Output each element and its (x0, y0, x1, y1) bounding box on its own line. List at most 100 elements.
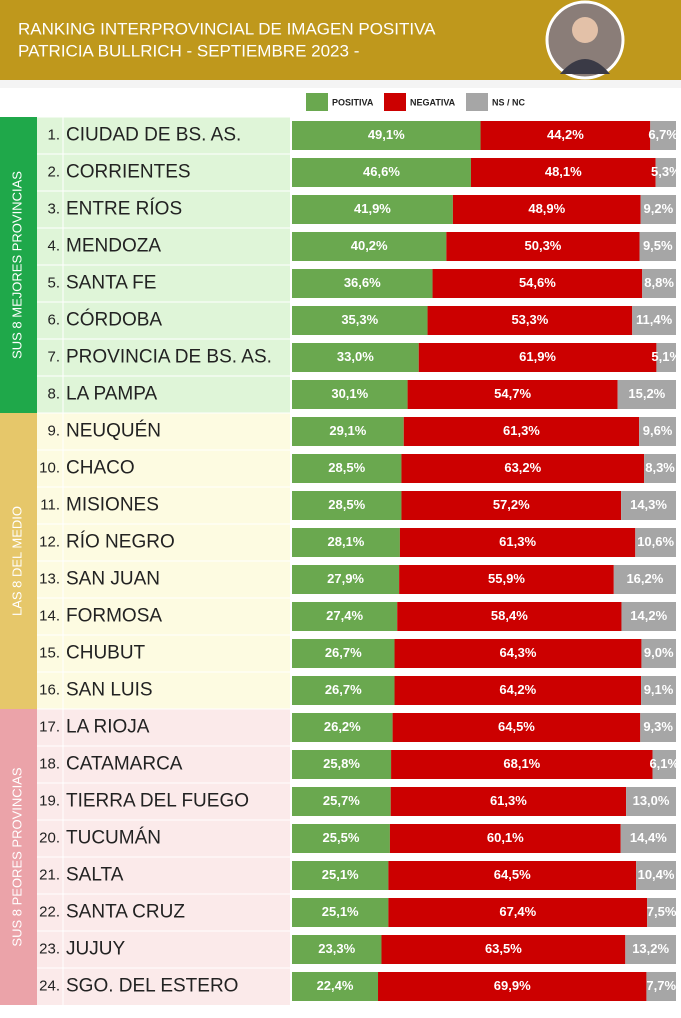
portrait-face (572, 17, 598, 43)
bar-segment (292, 861, 389, 890)
bar-segment (632, 306, 676, 335)
rank-label: 16. (39, 681, 60, 698)
category-label: RÍO NEGRO (66, 532, 175, 553)
value-label: 30,1% (331, 386, 368, 401)
rank-label: 9. (47, 422, 60, 439)
rank-label: 4. (47, 237, 60, 254)
value-label: 61,3% (499, 534, 536, 549)
bar-segment (388, 898, 648, 927)
rank-label: 23. (39, 940, 60, 957)
value-label: 64,3% (500, 645, 537, 660)
bar-segment (292, 639, 395, 668)
value-label: 7,7% (646, 978, 676, 993)
value-label: 63,2% (504, 460, 541, 475)
bar-segment (394, 676, 642, 705)
bar-segment (292, 528, 400, 557)
bar-segment (642, 269, 676, 298)
bar-segment (292, 380, 408, 409)
category-label: NEUQUÉN (66, 421, 161, 442)
value-label: 25,1% (322, 904, 359, 919)
value-label: 41,9% (354, 201, 391, 216)
rank-label: 7. (47, 348, 60, 365)
category-label: SAN LUIS (66, 680, 153, 701)
rank-label: 15. (39, 644, 60, 661)
value-label: 13,0% (633, 793, 670, 808)
category-label: SGO. DEL ESTERO (66, 976, 238, 997)
bar-segment (292, 306, 428, 335)
bar-segment (389, 824, 621, 853)
bar-segment (292, 195, 453, 224)
rank-label: 22. (39, 903, 60, 920)
value-label: 48,1% (545, 164, 582, 179)
header-shadow (0, 80, 681, 88)
value-label: 64,2% (499, 682, 536, 697)
legend-swatch (306, 93, 328, 111)
value-label: 6,1% (649, 756, 679, 771)
bar-segment (656, 343, 676, 372)
category-label: CÓRDOBA (66, 309, 162, 331)
value-label: 14,3% (630, 497, 667, 512)
value-label: 40,2% (351, 238, 388, 253)
category-label: MENDOZA (66, 236, 161, 257)
bar-segment (292, 787, 391, 816)
value-label: 6,7% (648, 127, 678, 142)
bar-segment (650, 121, 676, 150)
rank-label: 24. (39, 977, 60, 994)
legend-swatch (466, 93, 488, 111)
value-label: 35,3% (341, 312, 378, 327)
category-label: TIERRA DEL FUEGO (66, 791, 249, 812)
title-line: RANKING INTERPROVINCIAL DE IMAGEN POSITI… (18, 19, 436, 38)
value-label: 28,5% (328, 497, 365, 512)
rank-label: 14. (39, 607, 60, 624)
value-label: 61,3% (503, 423, 540, 438)
category-label: SANTA FE (66, 273, 156, 294)
bar-segment (292, 565, 400, 594)
value-label: 53,3% (511, 312, 548, 327)
bar-segment (626, 787, 676, 816)
rank-label: 17. (39, 718, 60, 735)
rank-label: 12. (39, 533, 60, 550)
bar-segment (388, 861, 637, 890)
group-label: LAS 8 DEL MEDIO (9, 506, 24, 616)
value-label: 46,6% (363, 164, 400, 179)
bar-segment (418, 343, 657, 372)
value-label: 69,9% (494, 978, 531, 993)
value-label: 67,4% (499, 904, 536, 919)
value-label: 9,6% (643, 423, 673, 438)
bar-segment (378, 972, 647, 1001)
value-label: 54,6% (519, 275, 556, 290)
category-label: SAN JUAN (66, 569, 160, 590)
bar-segment (292, 343, 419, 372)
value-label: 63,5% (485, 941, 522, 956)
bar-segment (292, 972, 379, 1001)
rank-label: 13. (39, 570, 60, 587)
category-label: JUJUY (66, 939, 125, 960)
bar-segment (292, 121, 481, 150)
bar-segment (292, 269, 433, 298)
category-label: MISIONES (66, 495, 159, 516)
bar-segment (394, 639, 642, 668)
value-label: 26,2% (324, 719, 361, 734)
rank-label: 6. (47, 311, 60, 328)
value-label: 9,5% (643, 238, 673, 253)
value-label: 26,7% (325, 645, 362, 660)
rank-label: 10. (39, 459, 60, 476)
category-label: SANTA CRUZ (66, 902, 185, 923)
value-label: 25,7% (323, 793, 360, 808)
bar-segment (639, 417, 676, 446)
value-label: 26,7% (325, 682, 362, 697)
rank-label: 20. (39, 829, 60, 846)
portrait-body (560, 59, 610, 74)
group-band (0, 709, 37, 1005)
rank-label: 18. (39, 755, 60, 772)
group-band (0, 413, 37, 709)
group-label: SUS 8 MEJORES PROVINCIAS (9, 171, 24, 359)
value-label: 11,4% (636, 312, 673, 327)
bar-segment (635, 528, 676, 557)
value-label: 14,2% (630, 608, 667, 623)
bar-segment (641, 676, 676, 705)
value-label: 28,1% (328, 534, 365, 549)
bar-segment (480, 121, 651, 150)
category-label: PROVINCIA DE BS. AS. (66, 347, 272, 368)
